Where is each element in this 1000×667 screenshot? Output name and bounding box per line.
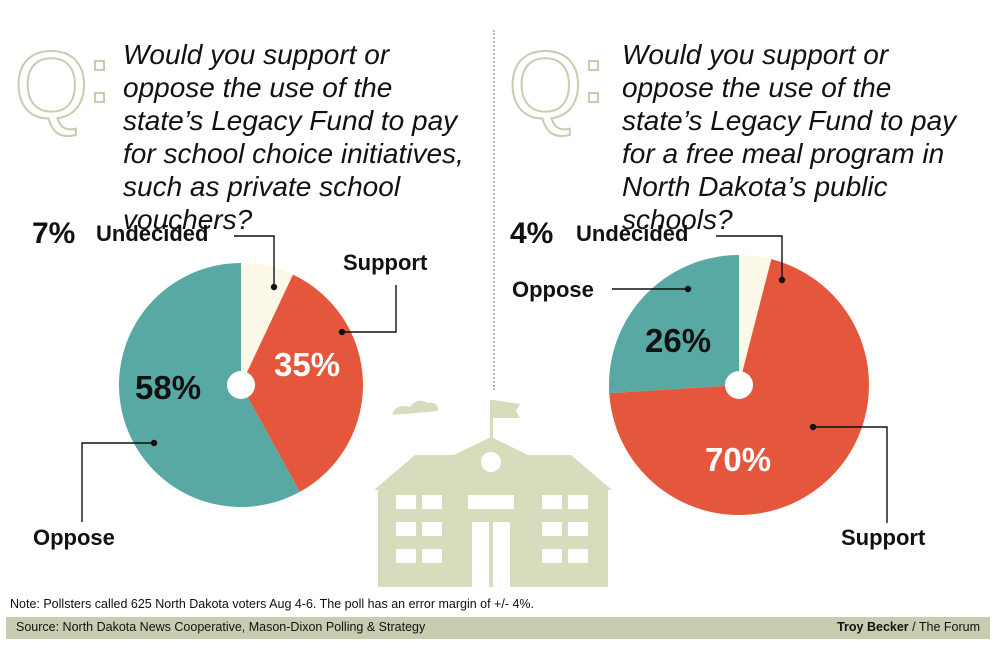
leader-dot — [270, 283, 278, 291]
oppose-pct-right: 26% — [645, 322, 712, 359]
question-left: Would you support or oppose the use of t… — [123, 39, 464, 235]
oppose-pct-left: 58% — [135, 369, 202, 406]
undecided-pct-right: 4% — [510, 217, 554, 250]
question-right: Would you support or oppose the use of t… — [622, 39, 957, 235]
support-label-right: Support — [841, 525, 926, 550]
oppose-label-left: Oppose — [33, 525, 115, 550]
leader-lines — [81, 235, 888, 523]
leader-line-support-right — [813, 426, 888, 523]
leader-dot — [809, 423, 817, 431]
leader-line-undecided-left — [234, 235, 275, 287]
q-colon-dot — [588, 92, 599, 103]
source-text: Source: North Dakota News Cooperative, M… — [16, 620, 426, 634]
q-letter-left: Q — [13, 32, 90, 139]
school-building-icon — [374, 400, 612, 587]
q-colon-dot — [94, 60, 105, 71]
note-text: Note: Pollsters called 625 North Dakota … — [10, 597, 534, 611]
leader-line-oppose-left — [81, 442, 154, 522]
undecided-label-right: Undecided — [576, 221, 689, 246]
source-bar: Source: North Dakota News Cooperative, M… — [6, 617, 990, 639]
pie-center-hole — [725, 371, 753, 399]
q-colon-dot — [94, 92, 105, 103]
credit-org: / The Forum — [908, 620, 980, 634]
pie-slice-support — [241, 274, 363, 492]
oppose-label-right: Oppose — [512, 277, 594, 302]
pie-center-hole — [227, 371, 255, 399]
pie-slice-oppose — [118, 263, 300, 508]
support-label-left: Support — [343, 250, 428, 275]
credit: Troy Becker / The Forum — [837, 620, 980, 634]
divider — [493, 30, 495, 390]
pie-slice-undecided — [739, 255, 772, 385]
leader-dot — [150, 439, 158, 447]
leader-dot — [778, 276, 786, 284]
pie-slice-undecided — [241, 263, 293, 385]
credit-name: Troy Becker — [837, 620, 909, 634]
undecided-pct-left: 7% — [32, 217, 76, 250]
support-pct-left: 35% — [274, 346, 341, 383]
leader-line-support-left — [342, 285, 397, 333]
support-pct-right: 70% — [705, 441, 772, 478]
pie-right — [609, 255, 870, 515]
leader-dot — [684, 285, 692, 293]
q-letter-right: Q — [507, 32, 584, 139]
leader-line-undecided-right — [716, 235, 783, 280]
leader-dot — [338, 328, 346, 336]
pie-slice-oppose — [609, 255, 739, 394]
q-colon-dot — [588, 60, 599, 71]
pie-left — [118, 263, 363, 508]
undecided-label-left: Undecided — [96, 221, 209, 246]
